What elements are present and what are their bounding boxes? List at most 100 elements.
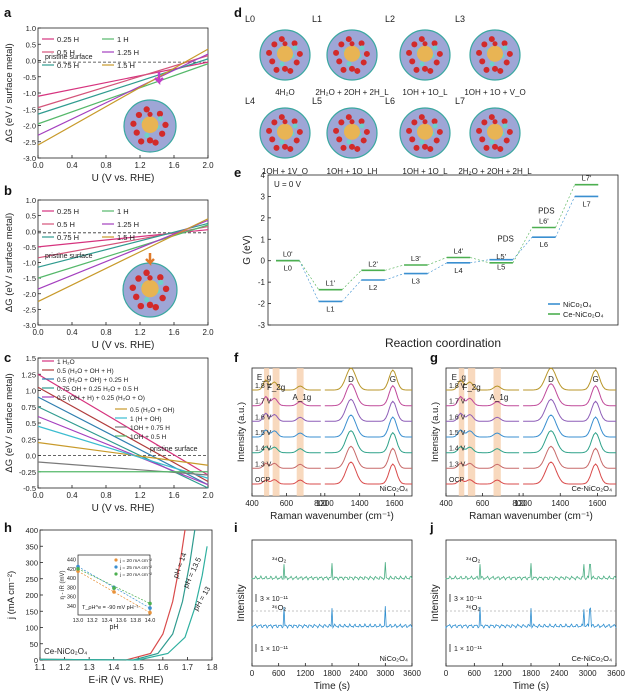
inset-frame: [77, 554, 151, 616]
legend-label: 1.5 H: [117, 233, 135, 242]
oxygen-atom: [336, 136, 343, 143]
spectrum-ocp: [446, 461, 616, 485]
oxygen-atom: [266, 49, 273, 56]
structure-caption: 1OH + 1O_L: [402, 88, 448, 97]
x-tick-label: 1200: [514, 499, 532, 508]
x-tick-label: 2400: [350, 669, 368, 678]
nickel-atom: [489, 139, 495, 145]
legend-label: 0.5 H: [57, 48, 75, 57]
oxygen-atom: [422, 119, 428, 125]
x-tick-label: 1.4: [108, 663, 120, 672]
peak-label-a1g: A_1g: [293, 393, 312, 402]
legend-label: 1 H₂O: [57, 359, 75, 366]
cerium-atom: [141, 116, 159, 134]
sample-label: Ce-NiCo₂O₄: [44, 647, 87, 656]
curve-ph13: [39, 546, 208, 661]
oxygen-atom: [436, 128, 443, 135]
structure-l1: [326, 29, 378, 81]
oxygen-atom: [340, 66, 347, 73]
level-label: L6: [540, 240, 548, 249]
series-line-1h: [37, 224, 209, 279]
structure-l0: [259, 29, 311, 81]
structure-caption: 2H₂O + 2OH + 2H_L: [315, 88, 389, 97]
pds-label-ce: PDS: [497, 234, 513, 243]
y-tick-label: -0.5: [23, 243, 36, 252]
panel-g-letter: g: [430, 350, 438, 365]
cerium-atom: [487, 45, 503, 62]
x-tick-label: 1800: [323, 669, 341, 678]
oxygen-atom: [503, 59, 510, 66]
inset-x-tick-label: 14.0: [145, 618, 156, 624]
x-tick-label: 0: [250, 669, 255, 678]
inset-y-tick-label: 400: [67, 576, 76, 582]
oxygen-atom: [296, 128, 303, 135]
oxygen-atom: [133, 129, 140, 136]
inset-x-tick-label: 13.6: [116, 618, 127, 624]
oxygen-atom: [129, 284, 137, 291]
connector: [555, 196, 576, 238]
potential-label: 1.3 V: [449, 461, 466, 468]
panel-a-letter: a: [4, 5, 12, 20]
connector: [384, 273, 405, 281]
level-label: L2': [368, 259, 378, 268]
oxygen-atom: [363, 128, 370, 135]
oxygen-atom: [413, 66, 420, 73]
oxygen-atom: [159, 294, 166, 302]
potential-label: 1.5 V: [449, 430, 466, 437]
level-label: L3': [411, 254, 421, 263]
series-line-1oh075h: [37, 461, 209, 476]
x-tick-label: 1.3: [84, 663, 96, 672]
inset-point: [112, 590, 116, 594]
x-tick-label: 1.6: [168, 161, 180, 170]
y-axis-label: Intensity: [236, 584, 247, 621]
connector: [427, 257, 447, 266]
oxygen-atom: [296, 50, 303, 57]
legend-label: 1.25 H: [117, 48, 139, 57]
y-tick-label: 1.5: [26, 354, 36, 363]
y-tick-label: 0.5: [26, 419, 36, 428]
oxygen-atom: [427, 67, 434, 74]
potential-label: 1.5 V: [255, 430, 272, 437]
x-tick-label: 1.6: [157, 663, 169, 672]
nickel-atom: [489, 61, 495, 67]
oxygen-atom: [349, 119, 355, 125]
level-label: L5': [496, 252, 506, 261]
structure-l5: [326, 107, 378, 159]
inset-x-tick-label: 13.4: [101, 618, 112, 624]
y-tick-label: 50: [30, 640, 38, 649]
inset-x-label: pH: [110, 624, 119, 631]
oxygen-atom: [162, 285, 170, 293]
sample-label: NiCo₂O₄: [380, 654, 408, 663]
y-tick-label: 3: [261, 192, 266, 201]
nickel-atom: [158, 279, 164, 286]
y-tick-label: 250: [25, 575, 38, 584]
level-label: L5: [497, 263, 505, 272]
oxygen-atom: [146, 137, 154, 144]
y-tick-label: -2.0: [23, 290, 36, 299]
peak-highlight: [493, 368, 501, 496]
panel-b-frame: [37, 199, 209, 326]
connector: [384, 264, 405, 271]
x-tick-label: 1.5: [133, 663, 145, 672]
oxygen-atom: [406, 127, 413, 134]
nickel-atom: [432, 123, 438, 129]
inset-legend-marker: [114, 558, 118, 562]
panel-c-letter: c: [4, 350, 11, 365]
inset-legend-label: j = 20 mA cm⁻²: [119, 558, 152, 564]
oxygen-atom: [492, 143, 498, 150]
y-axis-label: ΔG (eV / surface metal): [4, 213, 15, 312]
potential-label: 1.8 V: [449, 383, 466, 390]
oxygen-atom: [143, 106, 150, 113]
y-tick-label: -2.5: [23, 138, 36, 147]
x-tick-label: 600: [476, 499, 490, 508]
inset-legend-marker: [114, 572, 118, 576]
b-structure: [122, 262, 178, 318]
inset-y-tick-label: 380: [67, 585, 76, 591]
inset-y-tick-label: 440: [67, 558, 76, 564]
oxygen-atom: [431, 40, 438, 47]
peak-label-eg: E_g: [452, 373, 466, 382]
oxygen-atom: [273, 144, 280, 151]
potential-label: 1.6 V: [449, 414, 466, 421]
oxygen-atom: [422, 41, 428, 47]
y-tick-label: 1.0: [26, 196, 36, 205]
